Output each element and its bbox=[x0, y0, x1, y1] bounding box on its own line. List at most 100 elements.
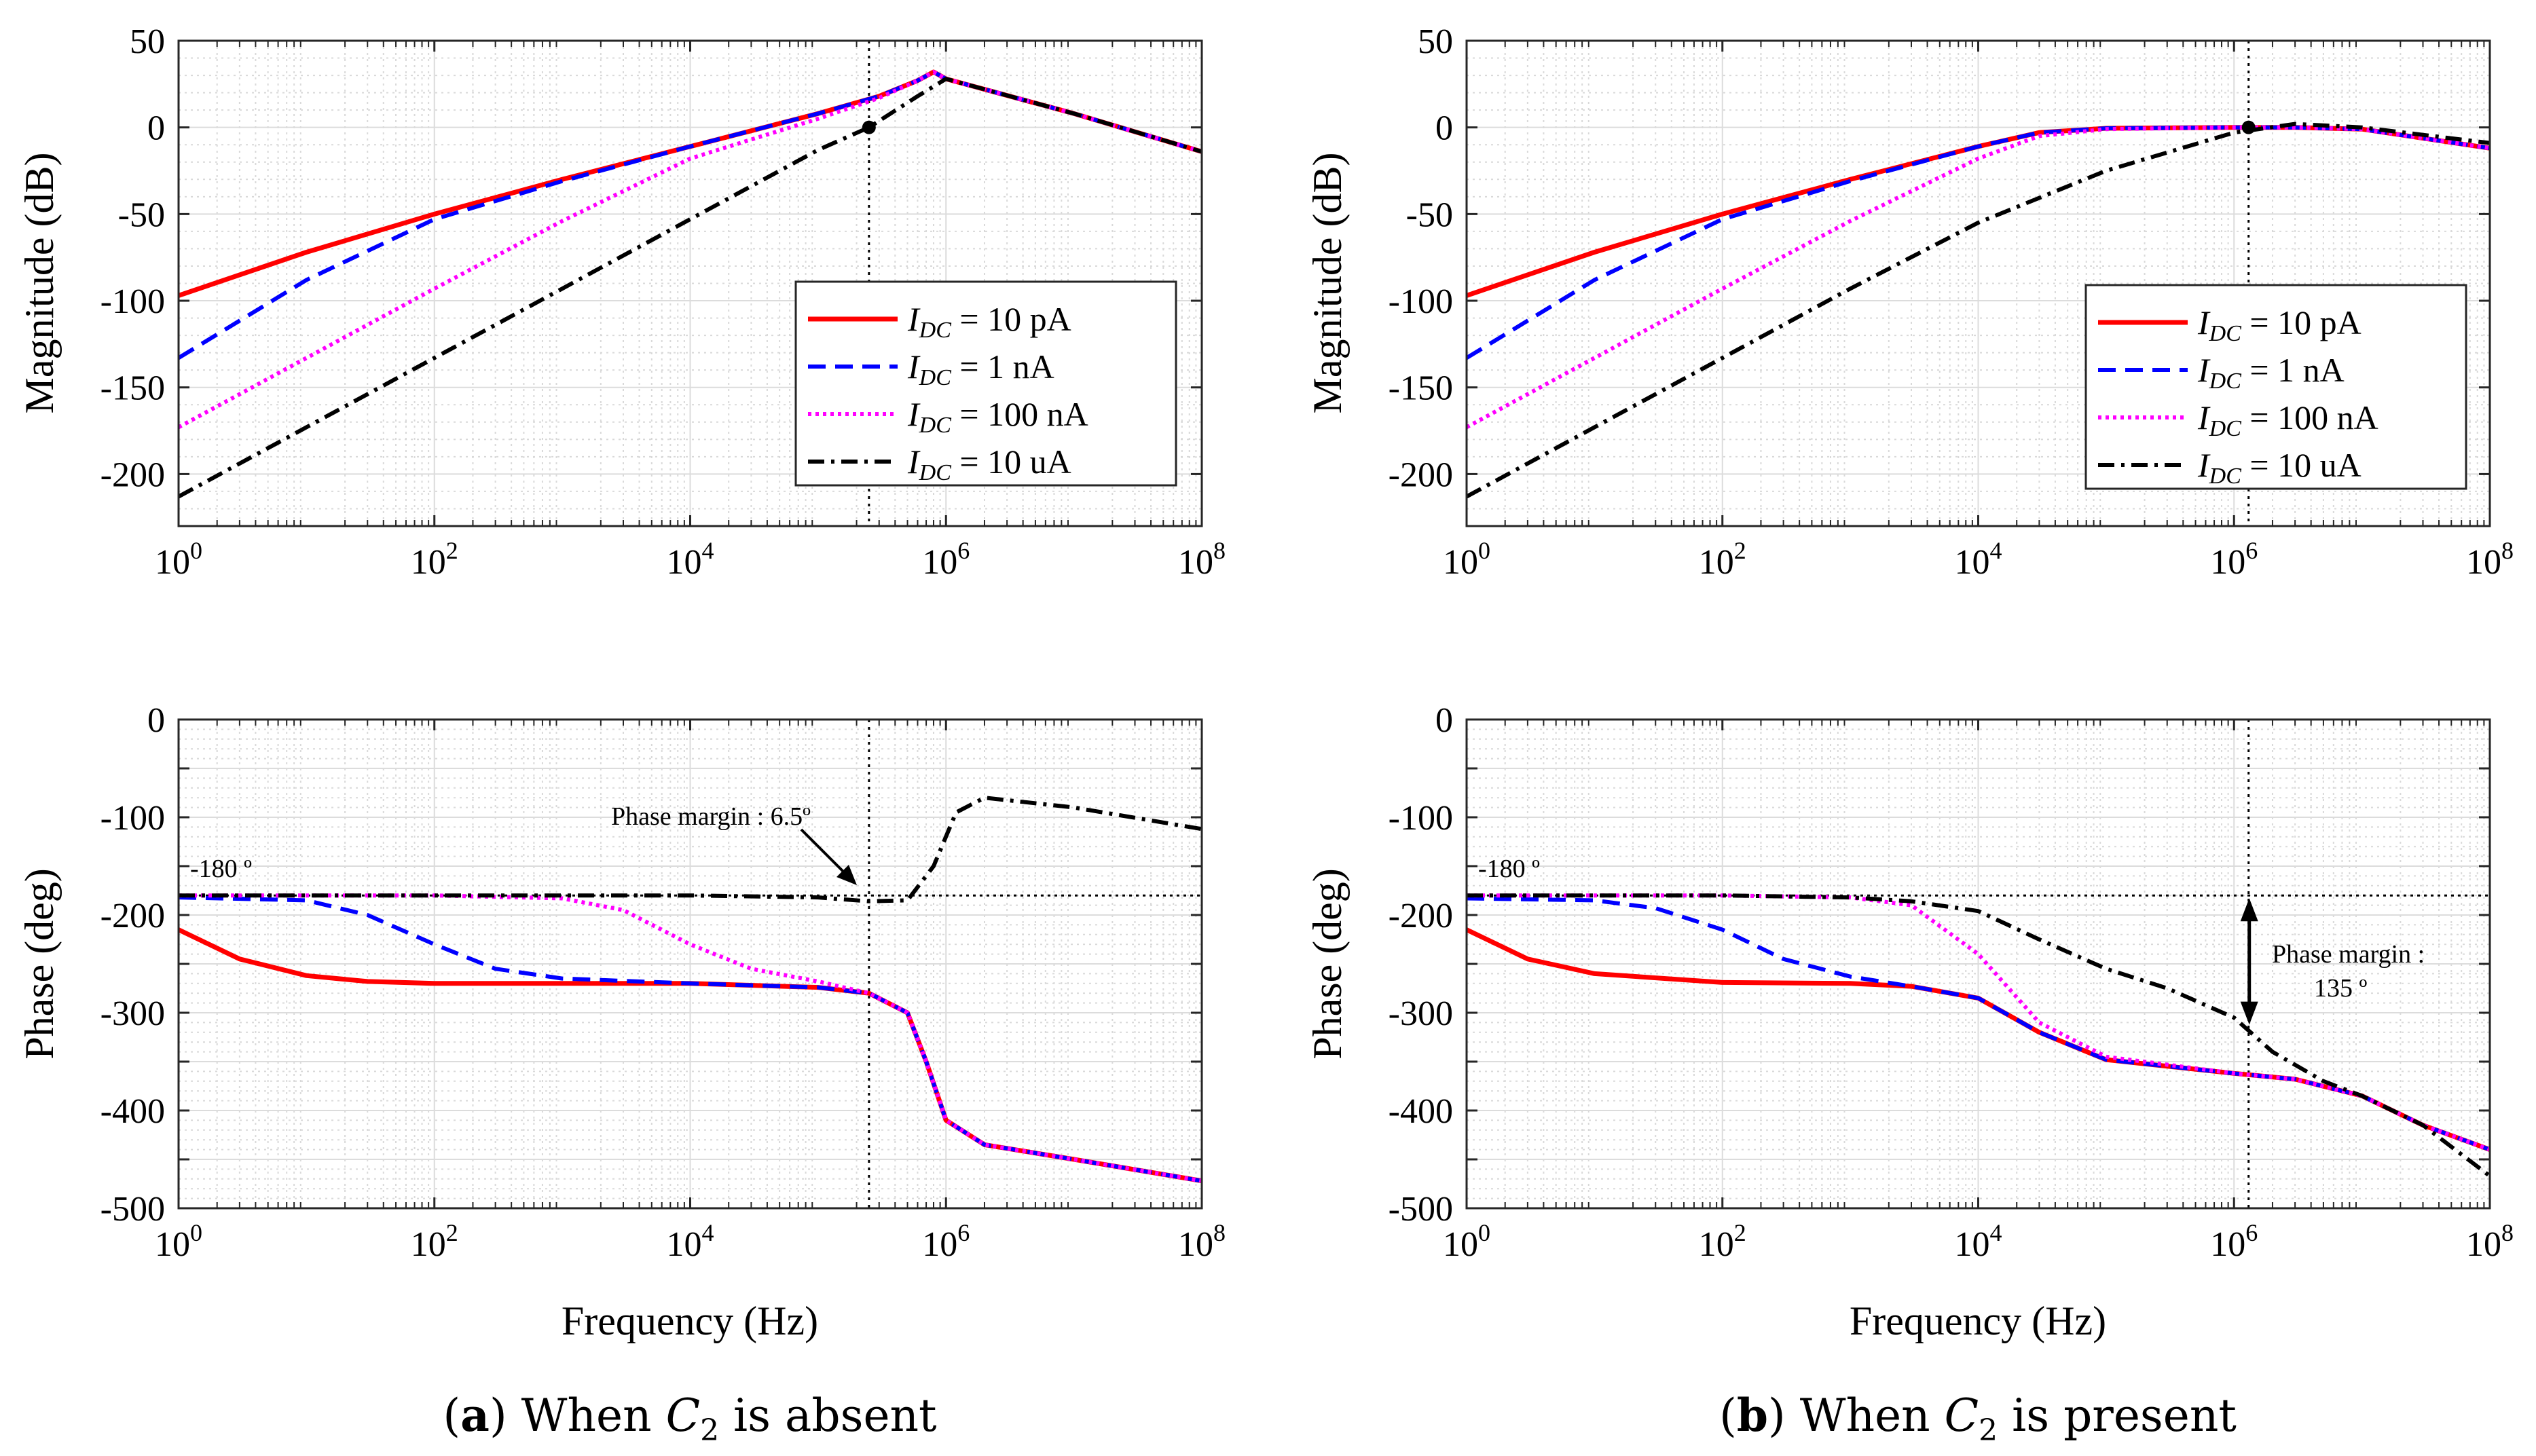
crossover-marker bbox=[2241, 120, 2256, 134]
y-axis-label: Magnitude (dB) bbox=[17, 153, 62, 414]
plot-b-phase: 0 -100 -200 -300 -400 -500 100 102 104 106 108 Ph… bbox=[1305, 701, 2514, 1343]
series-line-3 bbox=[179, 77, 1202, 499]
grid bbox=[1466, 719, 2491, 1209]
tick-marks bbox=[1465, 39, 2491, 526]
y-tick-label: -150 bbox=[100, 369, 165, 408]
phase-margin-annotation-line1: Phase margin : bbox=[2272, 940, 2425, 969]
x-tick-label: 104 bbox=[667, 1219, 714, 1264]
x-tick-label: 108 bbox=[1178, 1219, 1226, 1264]
series-line-2 bbox=[1467, 893, 2490, 1152]
x-tick-label: 106 bbox=[922, 1219, 970, 1264]
y-axis-label: Phase (deg) bbox=[17, 868, 62, 1060]
y-tick-label: -100 bbox=[1389, 282, 1453, 321]
series-line-2 bbox=[179, 893, 1202, 1183]
y-tick-labels: 0 -100 -200 -300 -400 -500 bbox=[1389, 701, 1453, 1229]
x-tick-labels: 100 102 104 106 108 bbox=[1443, 1219, 2514, 1264]
y-tick-label: -300 bbox=[1389, 994, 1453, 1033]
plot-a-magnitude: 50 0 -50 -100 -150 -200 100 102 104 106 108 Magni… bbox=[17, 22, 1226, 582]
y-tick-labels: 50 0 -50 -100 -150 -200 bbox=[100, 22, 165, 494]
legend: IDC = 10 pA IDC = 1 nA IDC = 100 nA IDC … bbox=[794, 280, 1177, 487]
legend-label-1na: IDC = 1 nA bbox=[907, 348, 1054, 390]
y-tick-label: 0 bbox=[147, 701, 165, 740]
x-tick-label: 108 bbox=[2466, 1219, 2514, 1264]
y-tick-label: -300 bbox=[100, 994, 165, 1033]
y-axis-label: Phase (deg) bbox=[1305, 868, 1350, 1060]
minus-180-label: -180 º bbox=[1478, 855, 1540, 883]
x-tick-label: 100 bbox=[1443, 1219, 1490, 1264]
x-tick-label: 102 bbox=[411, 1219, 458, 1264]
legend-label-10pa: IDC = 10 pA bbox=[2197, 303, 2362, 346]
series-lines bbox=[1467, 893, 2490, 1178]
series-line-3 bbox=[1467, 122, 2490, 499]
y-tick-label: 0 bbox=[1435, 109, 1453, 148]
y-tick-label: 50 bbox=[130, 22, 165, 61]
y-tick-label: 0 bbox=[147, 109, 165, 148]
legend-label-100na: IDC = 100 nA bbox=[2197, 398, 2378, 441]
x-tick-label: 102 bbox=[1699, 1219, 1746, 1264]
y-tick-label: -100 bbox=[1389, 799, 1453, 838]
phase-margin-annotation-line2: 135 º bbox=[2314, 974, 2368, 1003]
legend-box bbox=[794, 280, 1177, 487]
caption-a: (a) When C2 is absent bbox=[443, 1389, 936, 1448]
y-tick-label: -200 bbox=[100, 897, 165, 935]
series-lines bbox=[1467, 122, 2490, 499]
legend-label-10pa: IDC = 10 pA bbox=[907, 300, 1071, 343]
x-tick-labels: 100 102 104 106 108 bbox=[155, 1219, 1226, 1264]
tick-marks bbox=[1465, 718, 2491, 1210]
plot-b-magnitude: 50 0 -50 -100 -150 -200 100 102 104 106 108 Magni… bbox=[1305, 22, 2514, 582]
tick-marks bbox=[177, 39, 1203, 526]
y-tick-label: -200 bbox=[100, 455, 165, 494]
y-axis-label: Magnitude (dB) bbox=[1305, 153, 1350, 414]
series-line-1 bbox=[1467, 896, 2490, 1152]
x-axis-label: Frequency (Hz) bbox=[1850, 1299, 2106, 1343]
series-line-3 bbox=[1467, 893, 2490, 1178]
y-tick-label: 50 bbox=[1418, 22, 1453, 61]
y-tick-labels: 50 0 -50 -100 -150 -200 bbox=[1389, 22, 1453, 494]
series-line-2 bbox=[1467, 125, 2490, 430]
series-line-1 bbox=[179, 895, 1202, 1183]
phase-margin-arrow bbox=[800, 828, 857, 885]
pm-arrow-head-top bbox=[2240, 898, 2258, 922]
x-tick-label: 108 bbox=[1178, 537, 1226, 582]
tick-marks bbox=[177, 718, 1203, 1210]
x-axis-label: Frequency (Hz) bbox=[562, 1299, 818, 1343]
caption-b: (b) When C2 is present bbox=[1719, 1389, 2237, 1448]
x-tick-label: 104 bbox=[1955, 1219, 2002, 1264]
y-tick-label: -500 bbox=[1389, 1190, 1453, 1229]
y-tick-label: -100 bbox=[100, 799, 165, 838]
x-tick-label: 100 bbox=[155, 1219, 202, 1264]
plot-a-phase: 0 -100 -200 -300 -400 -500 100 102 104 106 108 Ph… bbox=[17, 701, 1226, 1343]
legend-label-10ua: IDC = 10 uA bbox=[2197, 446, 2362, 489]
y-tick-label: -200 bbox=[1389, 897, 1453, 935]
x-tick-label: 106 bbox=[2210, 1219, 2258, 1264]
pm-arrow-head-bottom bbox=[2240, 1001, 2258, 1025]
series-lines bbox=[179, 69, 1202, 499]
legend-label-10ua: IDC = 10 uA bbox=[907, 443, 1071, 485]
x-tick-label: 100 bbox=[155, 537, 202, 582]
x-tick-label: 104 bbox=[667, 537, 714, 582]
x-tick-label: 106 bbox=[2210, 537, 2258, 582]
y-tick-label: -100 bbox=[100, 282, 165, 321]
x-tick-labels: 100 102 104 106 108 bbox=[1443, 537, 2514, 582]
x-tick-label: 104 bbox=[1955, 537, 2002, 582]
x-tick-label: 108 bbox=[2466, 537, 2514, 582]
y-tick-label: -500 bbox=[100, 1190, 165, 1229]
legend: IDC = 10 pA IDC = 1 nA IDC = 100 nA IDC … bbox=[2084, 284, 2467, 490]
series-line-1 bbox=[179, 70, 1202, 360]
y-tick-label: -150 bbox=[1389, 369, 1453, 408]
legend-label-1na: IDC = 1 nA bbox=[2197, 351, 2345, 394]
x-tick-label: 106 bbox=[922, 537, 970, 582]
x-tick-label: 100 bbox=[1443, 537, 1490, 582]
y-tick-label: -50 bbox=[118, 195, 165, 234]
y-tick-label: -200 bbox=[1389, 455, 1453, 494]
minus-180-label: -180 º bbox=[190, 855, 252, 883]
phase-margin-annotation: Phase margin : 6.5º bbox=[611, 802, 811, 831]
y-tick-label: -400 bbox=[100, 1092, 165, 1131]
x-tick-labels: 100 102 104 106 108 bbox=[155, 537, 1226, 582]
crossover-marker bbox=[862, 120, 876, 134]
legend-label-100na: IDC = 100 nA bbox=[907, 395, 1088, 438]
y-tick-label: -50 bbox=[1406, 195, 1453, 234]
legend-box bbox=[2084, 284, 2467, 490]
series-lines bbox=[179, 796, 1202, 1184]
phase-margin-arrow bbox=[2240, 898, 2258, 1025]
